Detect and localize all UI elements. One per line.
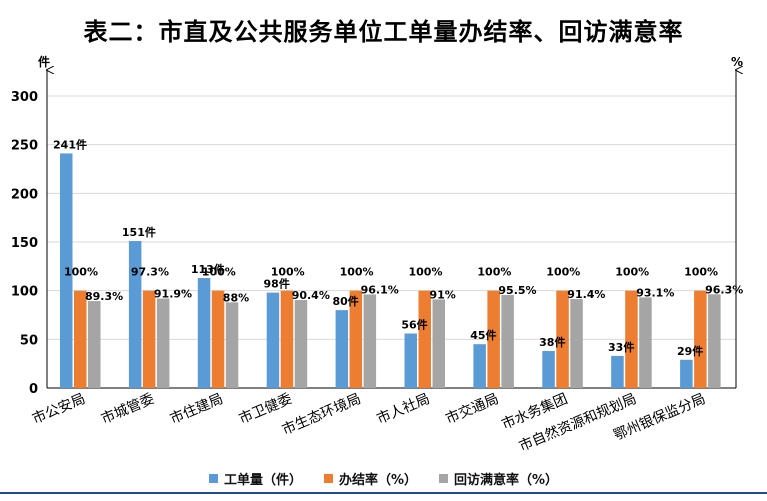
x-tick-label: 市生态环境局	[279, 390, 363, 438]
data-label-satisfaction: 91.4%	[567, 288, 605, 301]
bar-completion	[487, 290, 500, 388]
data-label-satisfaction: 96.3%	[705, 283, 743, 296]
data-label-satisfaction: 95.5%	[498, 284, 536, 297]
data-label-completion: 100%	[271, 266, 305, 279]
bar-completion	[556, 290, 569, 388]
data-label-volume: 241件	[53, 137, 87, 151]
bar-satisfaction	[570, 299, 583, 388]
bar-volume	[60, 153, 73, 388]
chart-title: 表二：市直及公共服务单位工单量办结率、回访满意率	[83, 18, 684, 46]
y-tick-label: 50	[20, 333, 38, 348]
legend-swatch-completion	[323, 474, 333, 483]
data-label-satisfaction: 91.9%	[154, 288, 192, 301]
legend-swatch-volume	[208, 474, 218, 483]
data-label-volume: 80件	[332, 294, 358, 308]
bar-satisfaction	[156, 298, 170, 388]
bar-volume	[542, 351, 555, 388]
y-unit-right: %	[731, 55, 743, 69]
data-label-satisfaction: 90.4%	[292, 289, 330, 302]
y-tick-label: 100	[11, 285, 38, 300]
y-tick-label: 0	[29, 382, 38, 397]
data-label-completion: 100%	[409, 266, 443, 279]
bar-satisfaction	[225, 302, 239, 388]
data-label-volume: 56件	[401, 317, 427, 331]
data-label-completion: 100%	[64, 266, 98, 279]
data-label-satisfaction: 89.3%	[85, 290, 123, 303]
data-label-volume: 29件	[677, 344, 703, 358]
legend-label-volume: 工单量（件）	[223, 473, 302, 488]
y-tick-label: 300	[11, 90, 38, 105]
data-label-completion: 100%	[546, 266, 580, 279]
bar-satisfaction	[432, 299, 445, 388]
data-label-volume: 45件	[470, 328, 496, 342]
legend-label-satisfaction: 回访满意率（%）	[454, 473, 559, 488]
legend-label-completion: 办结率（%）	[338, 473, 417, 488]
data-label-satisfaction: 93.1%	[636, 286, 674, 299]
x-tick-label: 市交通局	[443, 390, 501, 428]
y-tick-label: 250	[11, 139, 38, 154]
y-unit-left: 件	[38, 54, 50, 69]
x-tick-label: 市住建局	[167, 390, 225, 428]
legend-item-completion: 办结率（%）	[323, 469, 417, 488]
y-tick-label: 200	[11, 187, 38, 202]
data-label-satisfaction: 91%	[430, 288, 456, 301]
chart-legend: 工单量（件） 办结率（%） 回访满意率（%）	[0, 469, 767, 488]
data-label-completion: 100%	[684, 266, 718, 279]
bar-volume	[128, 241, 142, 388]
bar-volume	[335, 310, 349, 388]
bar-completion	[142, 290, 156, 388]
data-label-completion: 100%	[615, 266, 649, 279]
bar-satisfaction	[708, 294, 721, 388]
bar-volume	[473, 344, 486, 388]
legend-item-volume: 工单量（件）	[208, 469, 302, 488]
bar-completion	[280, 290, 294, 388]
bar-volume	[197, 278, 211, 388]
bar-completion	[74, 290, 87, 388]
bar-satisfaction	[363, 294, 377, 388]
bar-completion	[694, 290, 707, 388]
bar-volume	[611, 355, 624, 388]
data-label-completion: 97.3%	[131, 266, 169, 279]
data-label-satisfaction: 96.1%	[361, 283, 399, 296]
bar-satisfaction	[88, 301, 101, 388]
data-label-volume: 151件	[122, 225, 156, 239]
x-tick-label: 市人社局	[374, 390, 432, 428]
data-label-satisfaction: 88%	[223, 291, 249, 304]
bottom-rule	[0, 492, 767, 494]
x-tick-label: 市公安局	[30, 390, 88, 428]
bar-satisfaction	[294, 300, 308, 388]
bar-completion	[349, 290, 363, 388]
bar-satisfaction	[639, 297, 652, 388]
legend-item-satisfaction: 回访满意率（%）	[439, 469, 558, 488]
bar-satisfaction	[501, 295, 514, 388]
x-tick-label: 市城管委	[99, 390, 157, 428]
legend-swatch-satisfaction	[439, 474, 448, 483]
x-tick-label: 市自然资源和规划局	[516, 390, 639, 455]
data-label-completion: 100%	[202, 266, 236, 279]
data-label-completion: 100%	[477, 266, 511, 279]
bar-completion	[211, 290, 225, 388]
data-label-volume: 33件	[608, 340, 634, 354]
data-label-volume: 98件	[264, 277, 290, 291]
bar-volume	[404, 333, 417, 388]
bar-volume	[266, 292, 280, 388]
data-label-completion: 100%	[340, 266, 374, 279]
y-tick-label: 150	[11, 236, 38, 251]
bar-volume	[680, 359, 693, 388]
bar-completion	[625, 290, 638, 388]
bar-completion	[418, 290, 431, 388]
data-label-volume: 38件	[539, 335, 565, 349]
data-label-volume: 113件	[191, 262, 225, 276]
